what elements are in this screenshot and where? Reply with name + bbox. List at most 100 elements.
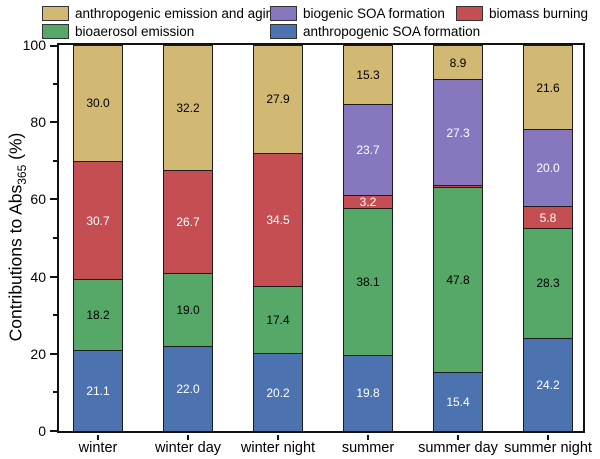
bar-value-label: 15.3 — [356, 67, 380, 82]
bar-segment-anthropogenic-SOA-formation: 19.8 — [343, 354, 393, 431]
x-category-label-summer: summer — [341, 440, 395, 456]
bar-segment-bioaerosol-emission: 17.4 — [253, 285, 303, 354]
y-tick-label: 60 — [30, 191, 46, 208]
x-axis-tick — [547, 435, 549, 440]
bar-value-label: 3.2 — [359, 195, 377, 210]
legend-label: anthropogenic SOA formation — [303, 23, 481, 39]
y-tick-label: 100 — [22, 37, 46, 53]
y-tick-label: 80 — [30, 114, 46, 131]
bar-segment-biomass-burning: 3.2 — [343, 195, 393, 210]
legend-swatch-icon — [42, 23, 69, 39]
bar-value-label: 19.0 — [176, 302, 200, 317]
y-major-tick — [50, 430, 57, 432]
bar-segment-anthropogenic-emission-and-aging: 21.6 — [523, 45, 573, 129]
y-major-tick — [50, 121, 57, 124]
bar-value-label: 5.8 — [539, 210, 557, 225]
bar-value-label: 30.7 — [86, 213, 110, 228]
y-axis-title: Contributions to Abs365 (%) — [5, 133, 29, 342]
legend-item-biomass-burning: biomass burning — [456, 5, 588, 21]
bar-value-label: 22.0 — [176, 382, 200, 397]
legend-label: bioaerosol emission — [75, 23, 195, 39]
legend-item-anthropogenic-SOA-formation: anthropogenic SOA formation — [270, 23, 480, 39]
x-category-label-winter-day: winter day — [154, 440, 222, 456]
bar-segment-anthropogenic-SOA-formation: 20.2 — [253, 353, 303, 431]
legend-label: anthropogenic emission and aging — [75, 5, 281, 21]
y-major-tick — [50, 198, 57, 201]
bar-value-label: 47.8 — [446, 272, 470, 287]
bar-value-label: 21.6 — [536, 80, 560, 95]
bar-segment-biomass-burning: 26.7 — [163, 169, 213, 273]
x-axis-tick — [367, 435, 369, 440]
legend-label: biomass burning — [489, 5, 589, 21]
y-minor-tick — [53, 314, 57, 317]
bar-value-label: 24.2 — [536, 377, 560, 392]
bar-value-label: 34.5 — [266, 212, 290, 227]
y-minor-tick — [53, 391, 57, 394]
bar-segment-anthropogenic-SOA-formation: 22.0 — [163, 346, 213, 431]
x-category-label-summer-day: summer day — [418, 440, 498, 456]
bar-value-label: 18.2 — [86, 307, 110, 322]
y-axis-title-subscript: 365 — [14, 164, 29, 185]
x-category-label-summer-night: summer night — [504, 440, 592, 456]
bar-value-label: 38.1 — [356, 274, 380, 289]
bar-segment-biomass-burning: 34.5 — [253, 152, 303, 286]
y-major-tick — [50, 352, 57, 355]
bar-segment-anthropogenic-SOA-formation: 15.4 — [433, 371, 483, 431]
bar-segment-biogenic-SOA-formation: 20.0 — [523, 128, 573, 206]
bar-segment-bioaerosol-emission: 28.3 — [523, 228, 573, 338]
bar-value-label: 21.1 — [86, 383, 110, 398]
bar-segment-bioaerosol-emission: 38.1 — [343, 207, 393, 355]
x-category-label-winter-night: winter night — [240, 440, 316, 456]
y-tick-label: 20 — [30, 345, 46, 362]
legend-item-bioaerosol-emission: bioaerosol emission — [42, 23, 194, 39]
bar-segment-anthropogenic-emission-and-aging: 30.0 — [73, 45, 123, 161]
legend-swatch-icon — [270, 23, 297, 39]
bar-value-label: 17.4 — [266, 312, 290, 327]
legend-item-anthropogenic-emission-and-aging: anthropogenic emission and aging — [42, 5, 281, 21]
bar-segment-anthropogenic-SOA-formation: 21.1 — [73, 349, 123, 431]
legend-label: biogenic SOA formation — [303, 5, 445, 21]
bar-segment-biogenic-SOA-formation: 23.7 — [343, 103, 393, 196]
bar-segment-anthropogenic-SOA-formation: 24.2 — [523, 337, 573, 431]
y-tick-label: 40 — [30, 268, 46, 285]
bar-segment-biomass-burning: 30.7 — [73, 160, 123, 280]
bar-value-label: 15.4 — [446, 394, 470, 409]
bar-value-label: 8.9 — [449, 55, 467, 70]
bar-segment-anthropogenic-emission-and-aging: 27.9 — [253, 45, 303, 153]
bar-segment-anthropogenic-emission-and-aging: 15.3 — [343, 44, 393, 104]
legend-swatch-icon — [270, 5, 297, 21]
x-category-label-winter: winter — [78, 440, 118, 456]
bar-value-label: 20.2 — [266, 385, 290, 400]
bar-value-label: 30.0 — [86, 96, 110, 111]
bar-value-label: 32.2 — [176, 101, 200, 116]
bar-segment-bioaerosol-emission: 47.8 — [433, 187, 483, 372]
x-axis-tick — [187, 435, 189, 440]
bar-value-label: 19.8 — [356, 386, 380, 401]
bar-segment-bioaerosol-emission: 19.0 — [163, 272, 213, 347]
bar-winter-day: 22.0 19.0 26.7 32.2 — [163, 45, 213, 431]
legend-swatch-icon — [456, 5, 483, 21]
bar-value-label: 20.0 — [536, 160, 560, 175]
y-minor-tick — [53, 159, 57, 162]
bar-value-label: 27.9 — [266, 92, 290, 107]
y-minor-tick — [53, 82, 57, 85]
y-minor-tick — [53, 237, 57, 239]
bar-summer: 19.8 38.1 3.2 23.7 15.3 — [343, 44, 393, 431]
bar-segment-anthropogenic-emission-and-aging: 8.9 — [433, 45, 483, 80]
y-axis-title-text: Contributions to Abs — [5, 184, 26, 342]
y-axis-title-units: (%) — [5, 132, 26, 165]
bar-winter-night: 20.2 17.4 34.5 27.9 — [253, 45, 303, 431]
bar-segment-biomass-burning — [433, 184, 483, 188]
x-axis-tick — [457, 435, 459, 440]
bar-summer-day: 15.4 47.8 27.3 8.9 — [433, 45, 483, 431]
bar-segment-bioaerosol-emission: 18.2 — [73, 279, 123, 350]
bar-segment-biomass-burning: 5.8 — [523, 205, 573, 229]
bar-summer-night: 24.2 28.3 5.8 20.0 21.6 — [523, 45, 573, 431]
bar-segment-biogenic-SOA-formation: 27.3 — [433, 79, 483, 185]
y-tick-label: 0 — [38, 423, 46, 439]
y-major-tick — [50, 45, 57, 47]
bar-value-label: 27.3 — [446, 125, 470, 140]
x-axis-tick — [277, 435, 279, 440]
legend-item-biogenic-SOA-formation: biogenic SOA formation — [270, 5, 445, 21]
